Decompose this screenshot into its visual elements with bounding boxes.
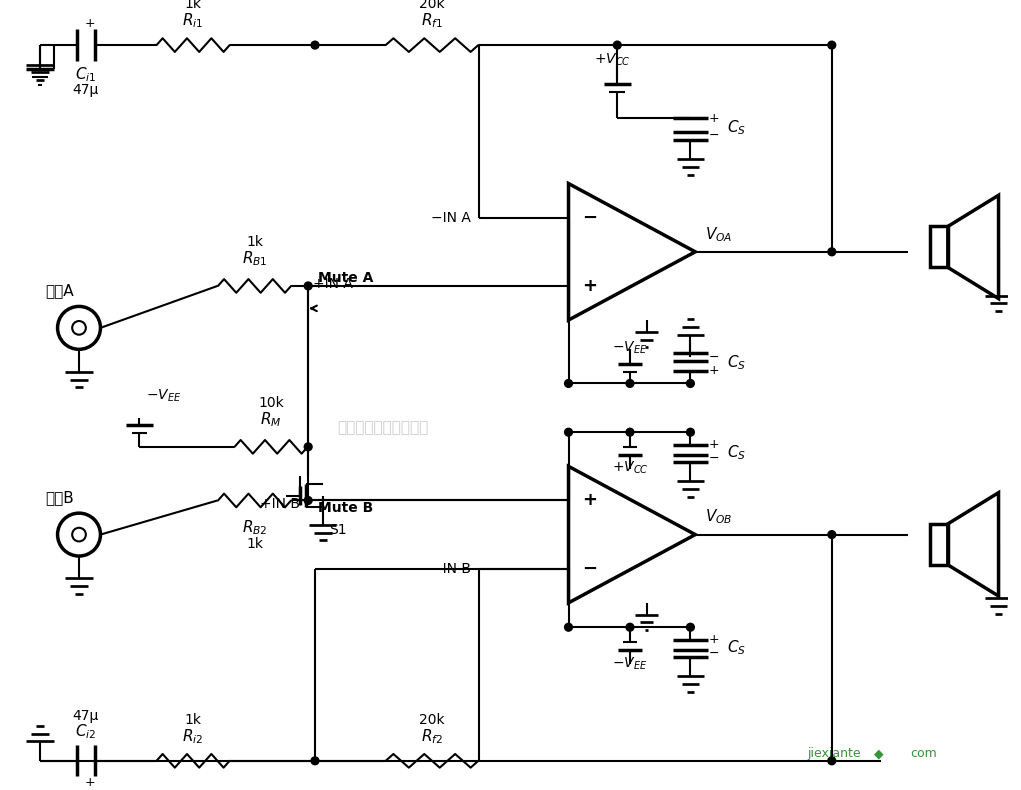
Text: $-V_{EE}$: $-V_{EE}$ <box>613 655 647 672</box>
Circle shape <box>304 282 312 290</box>
Text: −: − <box>709 452 719 465</box>
Circle shape <box>565 623 573 631</box>
Text: $+V_{CC}$: $+V_{CC}$ <box>612 460 648 476</box>
Text: 输入B: 输入B <box>45 490 74 505</box>
Text: $R_{f2}$: $R_{f2}$ <box>421 727 443 746</box>
Text: 1k: 1k <box>246 235 263 249</box>
Text: Mute B: Mute B <box>318 502 373 515</box>
Circle shape <box>311 757 319 765</box>
Text: $V_{OB}$: $V_{OB}$ <box>706 508 732 526</box>
Text: $R_M$: $R_M$ <box>260 410 282 429</box>
Text: $C_{i1}$: $C_{i1}$ <box>76 65 97 84</box>
Text: jiexiante: jiexiante <box>808 747 861 761</box>
Text: $-V_{EE}$: $-V_{EE}$ <box>146 388 182 404</box>
Text: $R_{B2}$: $R_{B2}$ <box>242 518 268 537</box>
Text: +IN A: +IN A <box>313 277 353 291</box>
Circle shape <box>686 428 694 436</box>
Circle shape <box>828 531 836 539</box>
Text: +: + <box>709 364 719 378</box>
Circle shape <box>626 379 634 387</box>
Text: −IN A: −IN A <box>431 211 471 224</box>
Text: $C_{i2}$: $C_{i2}$ <box>76 722 96 741</box>
Text: 10k: 10k <box>258 396 284 410</box>
Circle shape <box>304 497 312 504</box>
Text: com: com <box>910 747 936 761</box>
Text: −: − <box>582 209 597 227</box>
Text: +: + <box>85 776 95 788</box>
Text: 20k: 20k <box>420 713 445 727</box>
Text: ◆: ◆ <box>874 747 883 761</box>
Circle shape <box>828 248 836 256</box>
Circle shape <box>304 443 312 451</box>
Circle shape <box>828 757 836 765</box>
Text: +: + <box>709 438 719 451</box>
Text: 20k: 20k <box>420 0 445 11</box>
Text: S1: S1 <box>330 523 347 536</box>
Text: 1k: 1k <box>185 0 201 11</box>
Text: $C_S$: $C_S$ <box>728 638 746 657</box>
Text: +: + <box>582 491 597 510</box>
Circle shape <box>565 428 573 436</box>
Text: +: + <box>709 111 719 125</box>
Text: −: − <box>709 647 719 660</box>
Text: 1k: 1k <box>185 713 201 727</box>
Text: $V_{OA}$: $V_{OA}$ <box>706 225 732 243</box>
Text: 47μ: 47μ <box>72 83 99 97</box>
Circle shape <box>311 41 319 49</box>
Text: $C_S$: $C_S$ <box>728 354 746 372</box>
Text: −IN B: −IN B <box>431 562 471 576</box>
Text: $R_{f1}$: $R_{f1}$ <box>421 11 443 30</box>
Text: $R_{i2}$: $R_{i2}$ <box>183 727 204 746</box>
Text: +IN B: +IN B <box>260 498 300 511</box>
Text: −: − <box>582 560 597 577</box>
Text: −: − <box>709 351 719 363</box>
Text: +: + <box>582 277 597 295</box>
Circle shape <box>686 623 694 631</box>
Text: Mute A: Mute A <box>318 271 374 285</box>
Circle shape <box>626 623 634 631</box>
Text: 1k: 1k <box>246 537 263 551</box>
Text: 输入A: 输入A <box>45 284 74 299</box>
Text: $C_S$: $C_S$ <box>728 443 746 462</box>
Text: +: + <box>85 17 95 30</box>
Text: $+V_{CC}$: $+V_{CC}$ <box>594 51 631 68</box>
Text: 杭州旸豪科技有限公司: 杭州旸豪科技有限公司 <box>338 419 429 434</box>
Bar <box>930 227 947 267</box>
Circle shape <box>626 428 634 436</box>
Text: +: + <box>709 634 719 646</box>
Text: $R_{B1}$: $R_{B1}$ <box>242 250 268 268</box>
Text: 47μ: 47μ <box>72 709 99 723</box>
Text: $R_{i1}$: $R_{i1}$ <box>183 11 204 30</box>
Circle shape <box>828 41 836 49</box>
Bar <box>930 524 947 565</box>
Text: $-V_{EE}$: $-V_{EE}$ <box>613 339 647 356</box>
Circle shape <box>614 41 621 49</box>
Text: $C_S$: $C_S$ <box>728 118 746 137</box>
Circle shape <box>686 379 694 387</box>
Circle shape <box>565 379 573 387</box>
Text: −: − <box>709 130 719 142</box>
